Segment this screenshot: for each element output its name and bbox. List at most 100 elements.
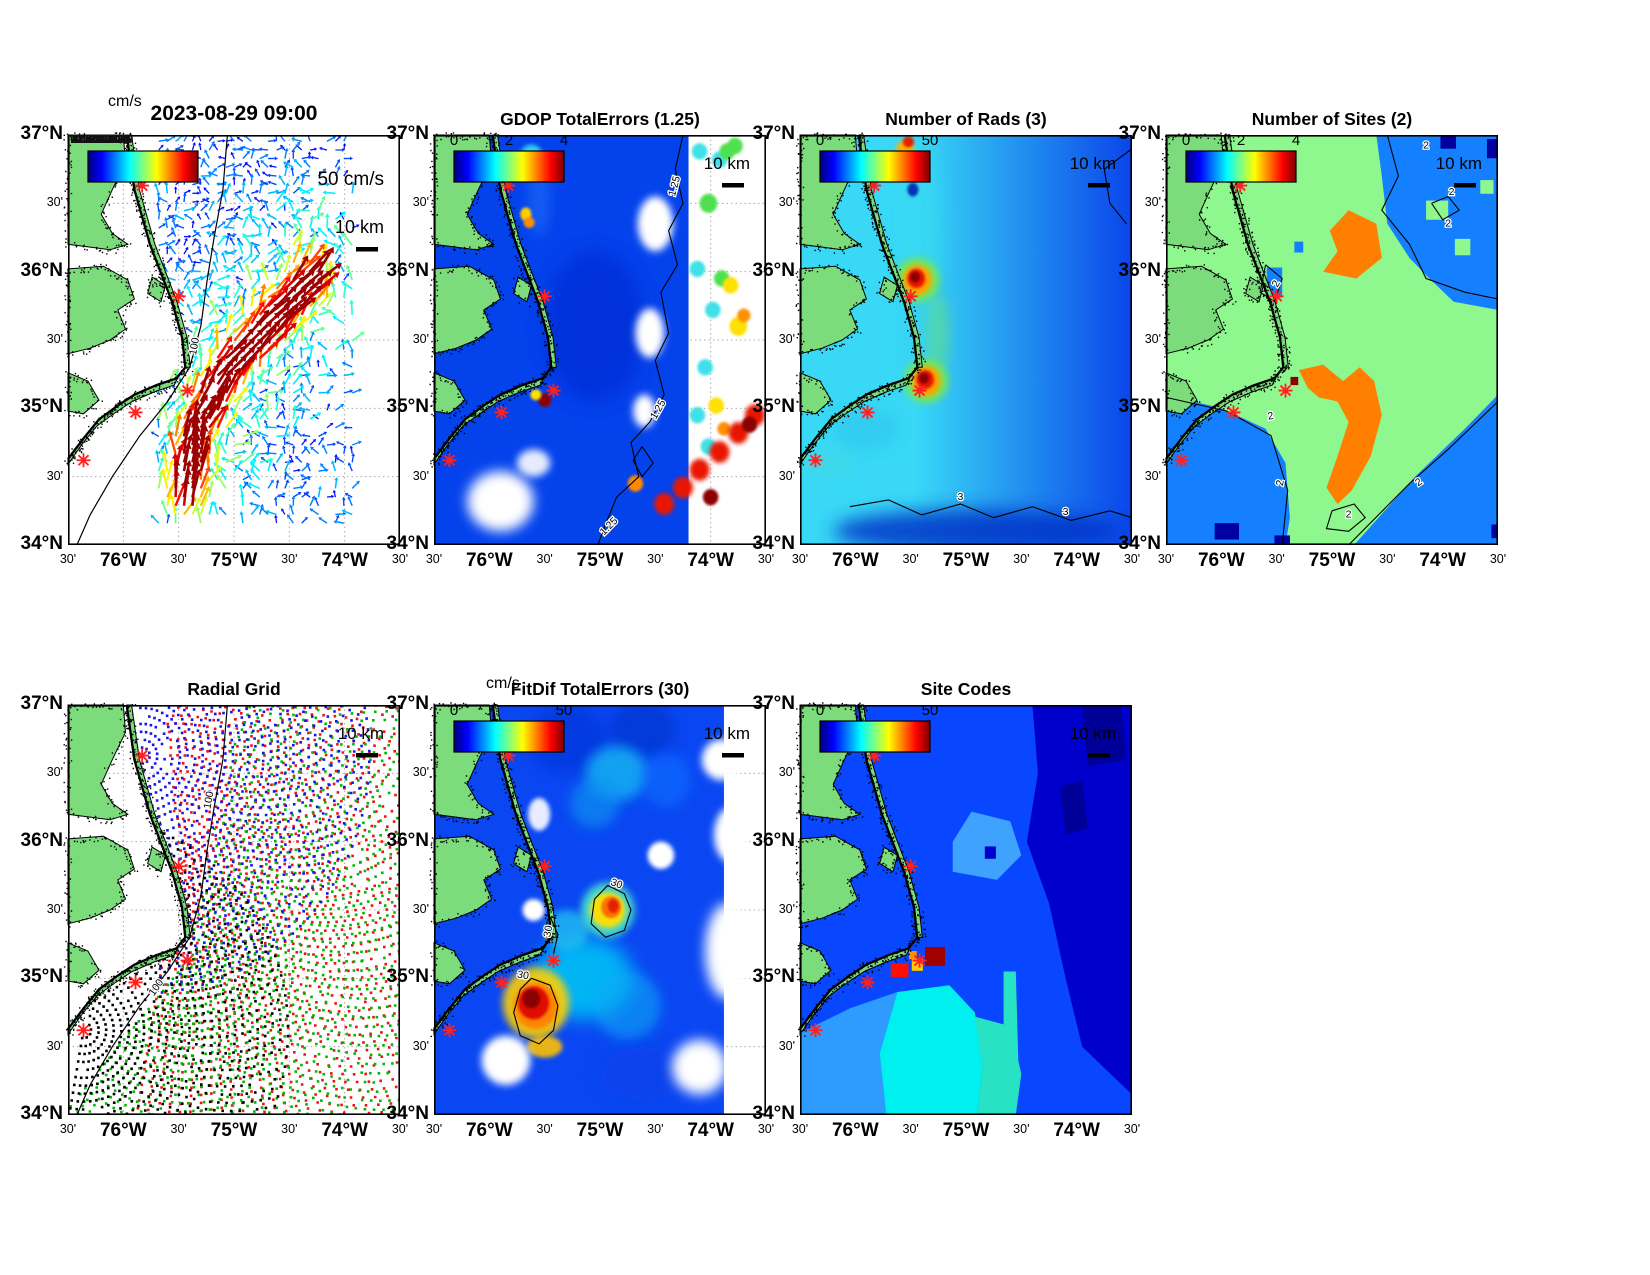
- site-marker-0: [501, 748, 516, 763]
- x-axis-label: 30': [1157, 552, 1175, 566]
- site-marker-2: [546, 383, 561, 398]
- contour-label: 2: [1274, 479, 1287, 487]
- scale-label: 10 km: [1436, 154, 1482, 173]
- site-marker-2: [1278, 383, 1293, 398]
- x-axis-label: 30': [536, 1122, 553, 1136]
- x-axis-label: 30': [59, 1122, 77, 1136]
- panel-title-fitdif-total-errors: FitDif TotalErrors (30): [510, 679, 690, 699]
- colorbar: 0 50: [816, 702, 939, 753]
- x-axis-label: 76°W: [831, 550, 879, 571]
- gridlines: [68, 135, 400, 545]
- x-axis-label: 30': [902, 552, 919, 566]
- x-axis-label: 30': [647, 1122, 664, 1136]
- y-axis-label: 30': [778, 468, 795, 483]
- site-marker-1: [1269, 289, 1284, 304]
- y-axis-label: 35°N: [752, 396, 795, 418]
- colorbar-tick: 4: [1292, 132, 1300, 149]
- site-marker-1: [537, 859, 552, 874]
- y-axis-label: 30': [1144, 468, 1161, 483]
- y-axis-label: 36°N: [1118, 259, 1161, 281]
- land: [63, 702, 195, 1036]
- x-axis-label: 30': [170, 552, 187, 566]
- x-axis-label: 30': [281, 552, 298, 566]
- y-axis-label: 36°N: [752, 829, 795, 851]
- x-axis-label: 30': [425, 1122, 443, 1136]
- site-marker-4: [808, 1023, 823, 1038]
- radial-dots-2: [139, 705, 371, 994]
- scale-label: 10 km: [704, 724, 750, 743]
- x-axis-label: 30': [791, 552, 809, 566]
- x-axis-label: 75°W: [576, 1120, 624, 1141]
- contour-line: [849, 499, 1133, 521]
- contour-label: 2: [1449, 186, 1455, 198]
- panel-title-site-codes: Site Codes: [920, 679, 1012, 699]
- map-gdop-total-errors: 1.251.251.250 2 410 km: [429, 132, 766, 546]
- scale-indicator: 10 km: [1070, 724, 1116, 758]
- colorbar-tick: 50: [922, 132, 939, 149]
- contour-line: [1259, 264, 1283, 303]
- site-marker-4: [76, 453, 91, 468]
- y-axis-label: 34°N: [1118, 533, 1161, 554]
- coastline: [433, 704, 553, 1030]
- colorbar-tick: 0: [450, 702, 458, 719]
- coastline: [67, 134, 187, 460]
- x-axis-label: 75°W: [210, 1120, 258, 1141]
- x-axis-label: 30': [391, 1122, 409, 1136]
- colorbar-tick: 0: [816, 702, 824, 719]
- y-axis-label: 30': [46, 902, 63, 916]
- colorbar-tick: 50: [922, 702, 939, 719]
- bathy-contour: [76, 704, 228, 1116]
- colorbar: 0 2 4: [450, 132, 568, 183]
- site-marker-0: [501, 178, 516, 193]
- x-axis-label: 74°W: [687, 550, 734, 571]
- data-layer: [800, 135, 1132, 545]
- y-axis-label: 30': [46, 1038, 63, 1053]
- x-axis-label: 30': [391, 552, 409, 566]
- map-frame: [434, 135, 766, 545]
- land: [429, 702, 560, 1038]
- contour-line: [1165, 396, 1289, 546]
- colorbar-tick: 0: [1182, 132, 1190, 149]
- site-marker-4: [808, 453, 823, 468]
- contour-label: 2: [1346, 509, 1352, 521]
- contour-line: [1381, 134, 1499, 300]
- x-axis-label: 75°W: [210, 550, 258, 571]
- y-axis-label: 37°N: [752, 693, 795, 714]
- y-axis-label: 30': [46, 468, 63, 483]
- x-axis-label: 30': [170, 1122, 187, 1136]
- contour-line: [632, 446, 654, 478]
- x-axis-label: 30': [281, 1122, 298, 1136]
- x-axis-label: 76°W: [465, 1120, 513, 1141]
- x-axis-label: 76°W: [99, 1120, 147, 1141]
- contour-label: 30: [541, 924, 555, 938]
- y-axis-label: 30': [412, 765, 429, 780]
- site-marker-1: [171, 859, 186, 874]
- site-marker-2: [546, 953, 561, 968]
- land: [795, 132, 926, 468]
- map-frame: [68, 135, 400, 545]
- colorbar-tick: 0: [816, 132, 824, 149]
- data-layer: [800, 705, 1132, 1115]
- panel-title-gdop-total-errors: GDOP TotalErrors (1.25): [500, 109, 700, 129]
- scale-label: 10 km: [704, 154, 750, 173]
- map-fitdif-total-errors: 30 30 30 0 50 10 km: [429, 702, 766, 1115]
- x-axis-label: 30': [1123, 552, 1141, 566]
- scale-indicator: 10 km: [1070, 154, 1116, 188]
- colorbar: 0 2 4: [1182, 132, 1300, 183]
- y-axis-label: 37°N: [20, 123, 63, 144]
- site-marker-1: [903, 859, 918, 874]
- scale-indicator: 10 km: [704, 154, 750, 188]
- land: [63, 132, 194, 466]
- y-axis-label: 35°N: [386, 396, 429, 418]
- scale-indicator: 10 km: [338, 724, 384, 758]
- site-marker-4: [1174, 453, 1189, 468]
- x-axis-label: 30': [902, 1122, 919, 1136]
- bathy-contour: [76, 134, 228, 546]
- y-axis-label: 37°N: [20, 693, 63, 714]
- x-axis-label: 74°W: [321, 550, 368, 571]
- site-marker-1: [903, 289, 918, 304]
- x-axis-label: 75°W: [942, 550, 990, 571]
- y-axis-label: 30': [1144, 332, 1161, 346]
